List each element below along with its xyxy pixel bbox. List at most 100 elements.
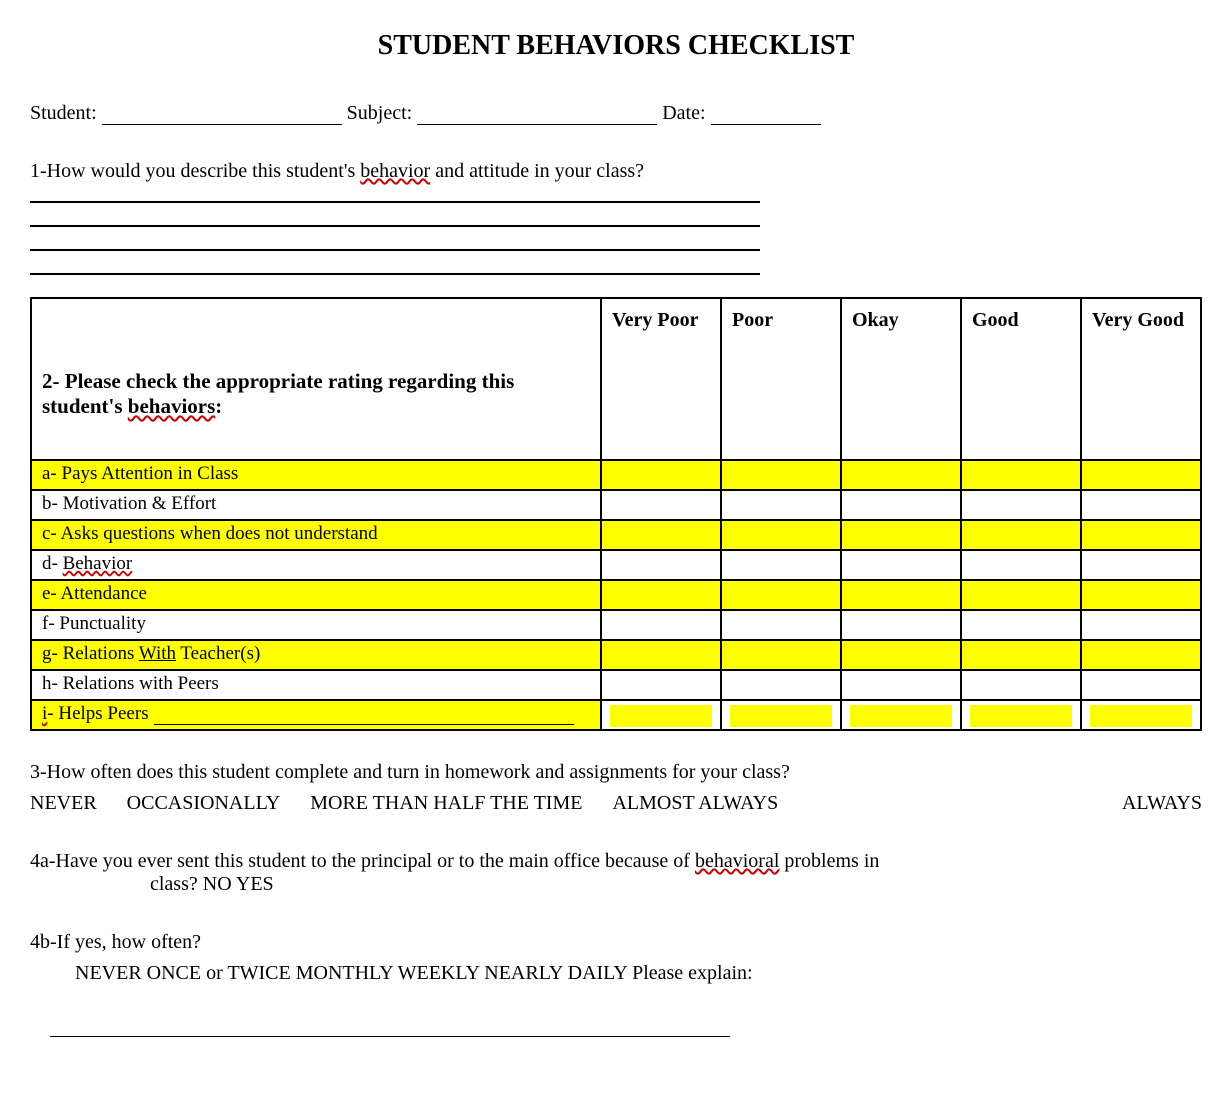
rating-cell[interactable] [961,700,1081,730]
rating-cell[interactable] [841,700,961,730]
row-c-prefix: c- Asks questions when does not [42,523,294,544]
q4a-prefix: 4a-Have you ever sent this student to th… [30,850,695,872]
col-very-poor: Very Poor [601,298,721,460]
q3-opt-always[interactable]: ALWAYS [1122,792,1202,815]
rating-cell[interactable] [961,520,1081,550]
rating-cell[interactable] [1081,670,1201,700]
page-title: STUDENT BEHAVIORS CHECKLIST [30,30,1202,62]
rating-cell[interactable] [601,640,721,670]
q1-answer-line-2[interactable] [30,225,760,227]
row-a-label: a- Pays Attention in Class [31,460,601,490]
rating-cell[interactable] [841,550,961,580]
rating-cell[interactable] [1081,550,1201,580]
rating-cell[interactable] [601,550,721,580]
rating-table-header-row: 2- Please check the appropriate rating r… [31,298,1201,460]
q1-prefix: 1-How would you describe this student's [30,160,360,182]
row-g-underline: With [139,643,176,664]
rating-cell[interactable] [721,700,841,730]
rating-cell[interactable] [721,580,841,610]
rating-cell[interactable] [721,610,841,640]
q3-opt-occasionally[interactable]: OCCASIONALLY [127,792,281,815]
rating-cell[interactable] [841,490,961,520]
rating-cell[interactable] [1081,700,1201,730]
question-4b: 4b-If yes, how often? [30,931,1202,954]
rating-cell[interactable] [841,580,961,610]
table-row: i- Helps Peers [31,700,1201,730]
q3-opt-never[interactable]: NEVER [30,792,97,815]
student-input-line[interactable] [102,105,342,125]
date-input-line[interactable] [711,105,821,125]
row-i-underline [154,707,574,725]
rating-cell[interactable] [1081,580,1201,610]
rating-cell[interactable] [1081,490,1201,520]
header-fields: Student: Subject: Date: [30,102,1202,125]
q4b-options: NEVER ONCE or TWICE MONTHLY WEEKLY NEARL… [75,962,1202,985]
q1-answer-line-3[interactable] [30,249,760,251]
rating-cell[interactable] [1081,520,1201,550]
rating-cell[interactable] [601,490,721,520]
table-row: b- Motivation & Effort [31,490,1201,520]
q4a-squiggle: behavioral [695,850,779,872]
row-i-label: i- Helps Peers [31,700,601,730]
row-h-label: h- Relations with Peers [31,670,601,700]
q2-header-squiggle: behaviors [128,394,216,418]
rating-cell[interactable] [601,460,721,490]
rating-cell[interactable] [601,610,721,640]
rating-cell[interactable] [721,640,841,670]
table-row: g- Relations With Teacher(s) [31,640,1201,670]
subject-input-line[interactable] [417,105,657,125]
rating-cell[interactable] [961,580,1081,610]
rating-cell[interactable] [601,580,721,610]
row-g-suffix: Teacher(s) [176,643,260,664]
rating-cell[interactable] [841,460,961,490]
rating-cell[interactable] [841,640,961,670]
q1-squiggle-word: behavior [360,160,430,182]
date-label: Date: [662,102,705,124]
rating-cell[interactable] [961,460,1081,490]
rating-table: 2- Please check the appropriate rating r… [30,297,1202,731]
row-f-label: f- Punctuality [31,610,601,640]
rating-cell[interactable] [961,490,1081,520]
row-c-label: c- Asks questions when does not understa… [31,520,601,550]
q1-answer-line-1[interactable] [30,201,760,203]
rating-cell[interactable] [721,550,841,580]
rating-cell[interactable] [1081,460,1201,490]
q2-header-suffix: : [215,394,222,418]
row-c-squiggle: understand [294,523,377,544]
row-d-prefix: d- [42,553,63,574]
rating-cell[interactable] [721,460,841,490]
q3-opt-more-than-half[interactable]: MORE THAN HALF THE TIME [310,792,582,815]
rating-cell[interactable] [601,670,721,700]
rating-cell[interactable] [961,610,1081,640]
q2-header-cell: 2- Please check the appropriate rating r… [31,298,601,460]
q3-opt-almost-always[interactable]: ALMOST ALWAYS [612,792,778,815]
row-b-label: b- Motivation & Effort [31,490,601,520]
row-d-label: d- Behavior [31,550,601,580]
rating-cell[interactable] [961,670,1081,700]
rating-cell[interactable] [841,670,961,700]
rating-cell[interactable] [601,520,721,550]
question-4a: 4a-Have you ever sent this student to th… [30,850,1202,896]
subject-label: Subject: [347,102,413,124]
rating-cell[interactable] [721,520,841,550]
rating-cell[interactable] [721,490,841,520]
q1-answer-line-4[interactable] [30,273,760,275]
table-row: d- Behavior [31,550,1201,580]
table-row: a- Pays Attention in Class [31,460,1201,490]
question-1: 1-How would you describe this student's … [30,160,1202,183]
table-row: f- Punctuality [31,610,1201,640]
rating-cell[interactable] [961,550,1081,580]
q4a-suffix: problems in [779,850,879,872]
rating-cell[interactable] [601,700,721,730]
student-label: Student: [30,102,97,124]
bottom-answer-line[interactable] [50,1035,730,1037]
rating-cell[interactable] [841,610,961,640]
rating-cell[interactable] [841,520,961,550]
rating-cell[interactable] [721,670,841,700]
rating-cell[interactable] [1081,640,1201,670]
rating-cell[interactable] [961,640,1081,670]
row-i-suffix: - Helps Peers [47,703,148,724]
table-row: e- Attendance [31,580,1201,610]
rating-cell[interactable] [1081,610,1201,640]
q4a-line2: class? NO YES [150,873,274,895]
